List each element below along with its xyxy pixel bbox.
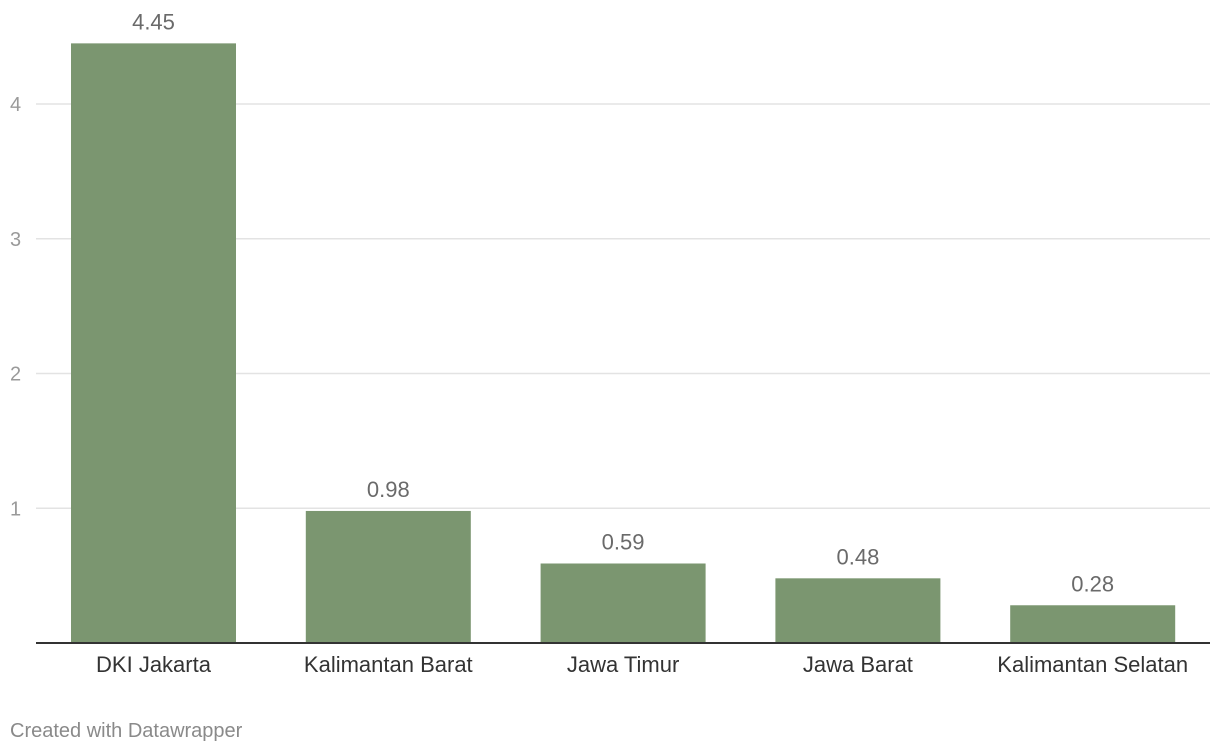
x-tick-label: Kalimantan Selatan (997, 652, 1188, 677)
y-tick-label: 3 (10, 229, 21, 251)
y-tick-label: 1 (10, 498, 21, 520)
bar-value-label: 0.98 (367, 477, 410, 502)
bar (540, 563, 706, 643)
datawrapper-credit: Created with Datawrapper (10, 720, 243, 742)
y-tick-label: 2 (10, 364, 21, 386)
x-tick-label: Jawa Timur (567, 652, 679, 677)
x-tick-label: Kalimantan Barat (304, 652, 473, 677)
bar-value-label: 0.48 (836, 544, 879, 569)
y-tick-label: 4 (10, 94, 21, 116)
bar-value-label: 0.59 (602, 529, 645, 554)
chart-canvas: 1 2 3 4 4.45 DKI Jakarta 0.98 Kalimantan Barat 0… (10, 9, 1210, 677)
bar-value-label: 4.45 (132, 9, 175, 34)
bar-value-label: 0.28 (1071, 571, 1114, 596)
bar-chart: 1 2 3 4 4.45 DKI Jakarta 0.98 Kalimantan Barat 0… (10, 9, 1210, 677)
x-tick-label: DKI Jakarta (96, 652, 212, 677)
bar (1010, 605, 1176, 643)
bar (71, 43, 236, 644)
bar (305, 510, 471, 643)
x-tick-label: Jawa Barat (803, 652, 913, 677)
bar (775, 578, 941, 643)
